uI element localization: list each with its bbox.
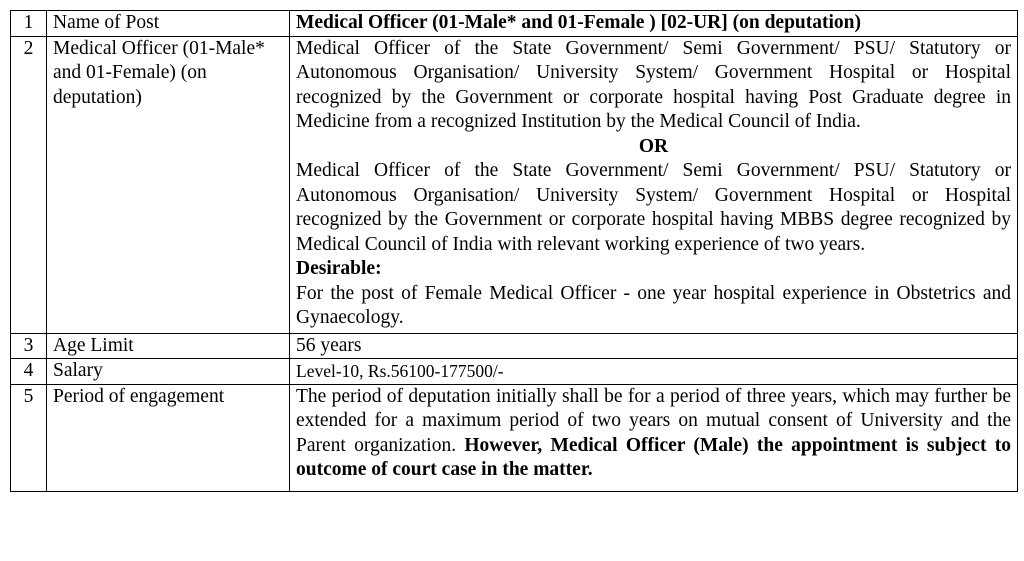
serial-number: 2 xyxy=(10,35,47,334)
field-label-age-limit: Age Limit xyxy=(46,332,290,359)
table-row: 4 Salary Level-10, Rs.56100-177500/- xyxy=(10,358,1018,385)
serial-number: 4 xyxy=(10,358,47,385)
table-row: 1 Name of Post Medical Officer (01-Male*… xyxy=(10,10,1018,37)
eligibility-cell: Medical Officer of the State Government/… xyxy=(289,35,1018,334)
eligibility-option-1: Medical Officer of the State Government/… xyxy=(296,37,1011,133)
field-label-medical-officer: Medical Officer (01-Male* and 01-Female)… xyxy=(46,35,290,334)
serial-number: 1 xyxy=(10,10,47,37)
desirable-text: For the post of Female Medical Officer -… xyxy=(296,282,1011,329)
field-label-period-of-engagement: Period of engagement xyxy=(46,383,290,492)
post-title: Medical Officer (01-Male* and 01-Female … xyxy=(289,10,1018,37)
age-limit-value: 56 years xyxy=(289,332,1018,359)
serial-number: 3 xyxy=(10,332,47,359)
period-text: The period of deputation initially shall… xyxy=(296,385,1011,456)
court-case-note: However, Medical Officer (Male) the appo… xyxy=(296,434,1011,481)
post-details-table: 1 Name of Post Medical Officer (01-Male*… xyxy=(10,10,1018,492)
field-label-name-of-post: Name of Post xyxy=(46,10,290,37)
table-row: 3 Age Limit 56 years xyxy=(10,332,1018,359)
salary-value: Level-10, Rs.56100-177500/- xyxy=(289,358,1018,385)
period-of-engagement-value: The period of deputation initially shall… xyxy=(289,383,1018,492)
desirable-heading: Desirable: xyxy=(296,258,382,279)
table-row: 5 Period of engagement The period of dep… xyxy=(10,383,1018,492)
table-row: 2 Medical Officer (01-Male* and 01-Femal… xyxy=(10,35,1018,334)
or-separator: OR xyxy=(638,135,669,157)
serial-number: 5 xyxy=(10,383,47,492)
field-label-salary: Salary xyxy=(46,358,290,385)
eligibility-option-2: Medical Officer of the State Government/… xyxy=(296,160,1011,255)
